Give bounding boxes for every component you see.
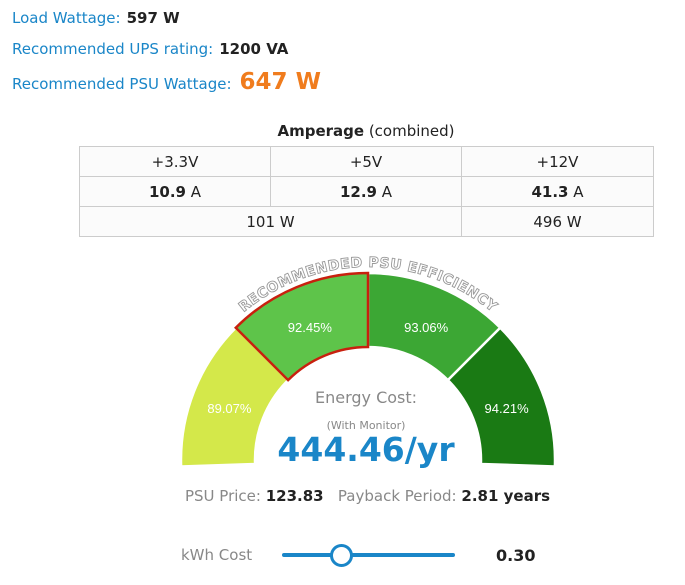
psu-value: 647 W [239,69,321,95]
table-row: +3.3V +5V +12V [79,146,654,177]
price-value: 123.83 [265,487,324,505]
load-wattage: Load Wattage: 597 W [12,9,180,27]
psu-label: Recommended PSU Wattage: [12,75,232,93]
gauge-segment-label: 93.06% [404,320,449,335]
kwh-cost-label: kWh Cost [181,546,253,564]
gauge-segment-label: 94.21% [485,401,530,416]
slider-thumb[interactable] [329,544,353,567]
payback-info: PSU Price: 123.83 Payback Period: 2.81 y… [0,487,685,505]
price-label: PSU Price: [184,487,261,505]
watts-low-rails: 101 W [79,206,462,237]
gauge-segment [446,326,557,468]
ups-rating: Recommended UPS rating: 1200 VA [12,40,288,58]
amperage-title: Amperage (combined) [79,122,653,140]
amp-unit: A [376,182,393,201]
amperage-table: +3.3V +5V +12V 10.9 A 12.9 A 41.3 A 101 … [79,146,654,237]
amperage-title-rest: (combined) [364,122,455,140]
rail-3v3: +3.3V [79,146,271,177]
amp-unit: A [185,182,202,201]
payback-value: 2.81 years [461,487,551,505]
gauge-segment-label: 89.07% [207,401,252,416]
kwh-cost-slider[interactable] [282,544,455,567]
ups-value: 1200 VA [219,40,289,58]
gauge-segment-label: 92.45% [288,320,333,335]
payback-label: Payback Period: [337,487,457,505]
amp-3v3: 10.9 A [79,176,271,207]
amp-value: 10.9 [148,182,186,201]
table-row: 10.9 A 12.9 A 41.3 A [79,176,654,207]
load-label: Load Wattage: [12,9,121,27]
ups-label: Recommended UPS rating: [12,40,214,58]
amp-5v: 12.9 A [270,176,462,207]
table-row: 101 W 496 W [79,206,654,237]
with-monitor-label: (With Monitor) [327,419,406,432]
amp-value: 41.3 [531,182,569,201]
gauge-segment [234,271,370,382]
load-value: 597 W [126,9,180,27]
amp-value: 12.9 [339,182,377,201]
psu-wattage: Recommended PSU Wattage: 647 W [12,69,321,95]
energy-cost-value: 444.46/yr [277,430,455,469]
kwh-cost-value: 0.30 [496,546,536,565]
amp-unit: A [568,182,584,201]
amperage-title-bold: Amperage [277,122,365,140]
rail-12v: +12V [461,146,654,177]
rail-5v: +5V [270,146,462,177]
energy-cost-label: Energy Cost: [315,388,417,407]
watts-12v: 496 W [461,206,654,237]
